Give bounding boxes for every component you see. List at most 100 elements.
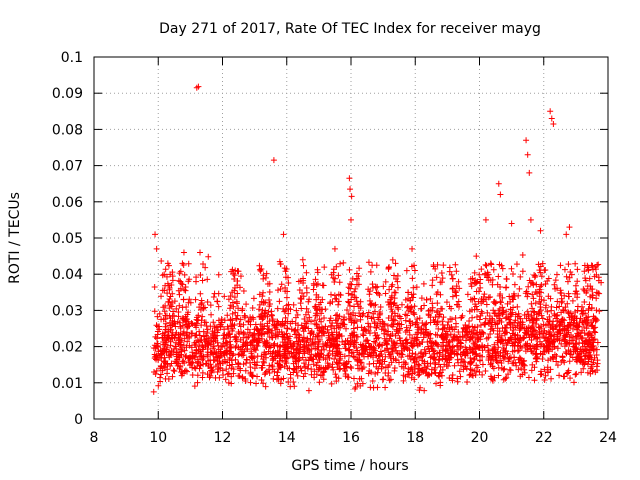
data-point	[204, 371, 211, 378]
data-point	[210, 293, 217, 300]
data-point	[269, 355, 276, 362]
data-point	[553, 271, 560, 278]
data-point	[324, 326, 331, 333]
data-point	[389, 281, 396, 288]
data-point	[356, 351, 363, 358]
data-point	[474, 323, 481, 330]
data-point	[419, 339, 426, 346]
data-point	[406, 347, 413, 354]
data-point	[204, 298, 211, 305]
data-point	[564, 308, 571, 315]
data-point	[353, 318, 360, 325]
data-point	[565, 347, 572, 354]
data-point	[271, 321, 278, 328]
plot-frame	[93, 56, 609, 420]
data-point	[554, 298, 561, 305]
data-point	[528, 367, 535, 374]
data-point	[394, 321, 401, 328]
data-point	[392, 260, 399, 267]
data-point	[495, 312, 502, 319]
data-point	[248, 348, 255, 355]
data-point	[270, 342, 277, 349]
data-point	[276, 363, 283, 370]
data-point	[256, 262, 263, 269]
data-point	[261, 359, 268, 366]
data-point	[337, 324, 344, 331]
data-point	[483, 301, 490, 308]
data-point	[471, 355, 478, 362]
data-point	[302, 311, 309, 318]
data-point	[433, 291, 440, 298]
data-point	[304, 346, 311, 353]
data-point	[359, 350, 366, 357]
data-point	[250, 295, 257, 302]
y-tick-label: 0.02	[52, 340, 83, 356]
data-point	[159, 272, 166, 279]
data-point	[308, 356, 315, 363]
data-point	[503, 341, 510, 348]
data-point	[241, 348, 248, 355]
data-point	[428, 366, 435, 373]
data-point	[151, 283, 158, 290]
data-point	[173, 329, 180, 336]
data-point	[359, 331, 366, 338]
data-point	[499, 265, 506, 272]
data-point	[274, 359, 281, 366]
data-point	[396, 335, 403, 342]
data-point	[411, 303, 418, 310]
data-point	[413, 331, 420, 338]
data-point	[357, 359, 364, 366]
data-point	[471, 295, 478, 302]
data-point	[265, 309, 272, 316]
data-point	[294, 311, 301, 318]
data-point	[281, 334, 288, 341]
data-point	[197, 290, 204, 297]
data-point	[451, 362, 458, 369]
data-point	[178, 280, 185, 287]
data-point	[509, 360, 516, 367]
data-point	[341, 341, 348, 348]
data-point	[331, 278, 338, 285]
data-point	[358, 375, 365, 382]
data-point	[425, 311, 432, 318]
data-point	[453, 342, 460, 349]
data-point	[489, 363, 496, 370]
data-point	[221, 326, 228, 333]
data-point	[156, 310, 163, 317]
data-point	[499, 311, 506, 318]
data-point	[189, 372, 196, 379]
data-point	[454, 301, 461, 308]
data-point	[536, 328, 543, 335]
data-point	[305, 325, 312, 332]
data-point	[499, 294, 506, 301]
data-point	[281, 363, 288, 370]
data-point	[297, 300, 304, 307]
data-point	[485, 349, 492, 356]
data-point	[559, 327, 566, 334]
x-tick-label: 16	[342, 430, 360, 446]
data-point	[193, 314, 200, 321]
data-point	[544, 308, 551, 315]
data-point	[354, 301, 361, 308]
data-point	[204, 326, 211, 333]
data-point	[449, 377, 456, 384]
data-point	[551, 281, 558, 288]
data-point	[476, 280, 483, 287]
data-point	[552, 324, 559, 331]
data-point	[449, 348, 456, 355]
data-point	[409, 275, 416, 282]
data-point	[260, 380, 267, 387]
data-point	[263, 354, 270, 361]
data-point	[351, 343, 358, 350]
data-point	[345, 310, 352, 317]
data-point	[511, 281, 518, 288]
data-point	[382, 339, 389, 346]
data-point	[342, 370, 349, 377]
data-point	[255, 327, 262, 334]
data-point	[320, 376, 327, 383]
data-point	[477, 322, 484, 329]
data-point	[240, 352, 247, 359]
data-point	[349, 331, 356, 338]
data-point	[170, 367, 177, 374]
